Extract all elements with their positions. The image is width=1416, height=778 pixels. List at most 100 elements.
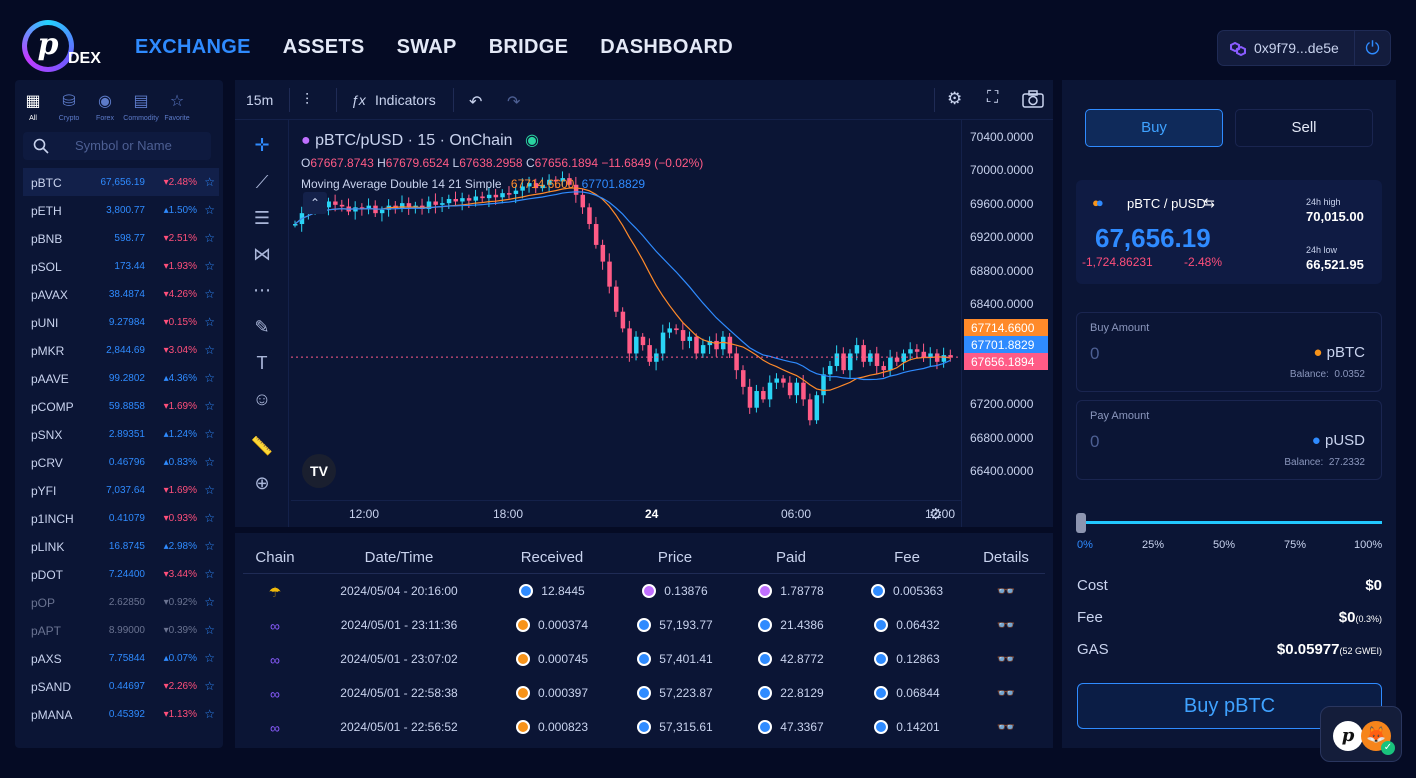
pair-row-pop[interactable]: pOP 2.62850 ▾0.92% ☆ (23, 588, 219, 616)
table-row[interactable]: ∞ 2024/05/01 - 22:58:38 0.000397 57,223.87 2… (235, 676, 1053, 710)
pair-row-pbnb[interactable]: pBNB 598.77 ▾2.51% ☆ (23, 224, 219, 252)
pair-row-pcrv[interactable]: pCRV 0.46796 ▴0.83% ☆ (23, 448, 219, 476)
sell-tab[interactable]: Sell (1235, 109, 1373, 147)
favorite-star-icon[interactable]: ☆ (204, 707, 215, 721)
favorite-star-icon[interactable]: ☆ (204, 455, 215, 469)
forecast-icon[interactable]: ⋯ (253, 280, 271, 300)
favorite-star-icon[interactable]: ☆ (204, 399, 215, 413)
undo-icon[interactable]: ↶ (469, 94, 483, 111)
category-all[interactable]: ▦ All (15, 92, 51, 128)
power-icon[interactable]: ⏻ (1354, 31, 1390, 65)
pair-row-paxs[interactable]: pAXS 7.75844 ▴0.07% ☆ (23, 644, 219, 672)
table-row[interactable]: ∞ 2024/05/01 - 23:11:36 0.000374 57,193.77 2… (235, 608, 1053, 642)
favorite-star-icon[interactable]: ☆ (204, 203, 215, 217)
emoji-icon[interactable]: ☺ (252, 389, 272, 409)
pattern-icon[interactable]: ⋈ (253, 244, 271, 264)
pair-row-p1inch[interactable]: p1INCH 0.41079 ▾0.93% ☆ (23, 504, 219, 532)
favorite-star-icon[interactable]: ☆ (204, 483, 215, 497)
nav-swap[interactable]: SWAP (396, 36, 457, 58)
slider-mark-25[interactable]: 25% (1142, 539, 1165, 551)
pair-row-psol[interactable]: pSOL 173.44 ▾1.93% ☆ (23, 252, 219, 280)
collapse-legend-icon[interactable]: ⌃ (303, 192, 327, 214)
camera-icon[interactable] (1022, 90, 1044, 108)
slider-mark-75[interactable]: 75% (1284, 539, 1307, 551)
nav-exchange[interactable]: EXCHANGE (135, 36, 251, 58)
text-tool-icon[interactable]: T (256, 353, 268, 373)
favorite-star-icon[interactable]: ☆ (204, 511, 215, 525)
pair-row-puni[interactable]: pUNI 9.27984 ▾0.15% ☆ (23, 308, 219, 336)
category-favorite[interactable]: ☆ Favorite (159, 92, 195, 128)
category-forex[interactable]: ◉ Forex (87, 92, 123, 128)
pair-row-pbtc[interactable]: pBTC 67,656.19 ▾2.48% ☆ (23, 168, 219, 196)
favorite-star-icon[interactable]: ☆ (204, 371, 215, 385)
details-binoculars-icon[interactable]: 👓 (996, 719, 1016, 736)
buy-amount-box[interactable]: Buy Amount 0 ● pBTC Balance: 0.0352 (1076, 312, 1382, 392)
pair-row-papt[interactable]: pAPT 8.99000 ▾0.39% ☆ (23, 616, 219, 644)
table-row[interactable]: ∞ 2024/05/01 - 23:07:02 0.000745 57,401.41 4… (235, 642, 1053, 676)
details-binoculars-icon[interactable]: 👓 (996, 651, 1016, 668)
crosshair-icon[interactable]: ✛ (254, 135, 270, 155)
settings-icon[interactable]: ⚙ (947, 89, 963, 108)
interval-select[interactable]: 15m (246, 92, 274, 108)
favorite-star-icon[interactable]: ☆ (204, 567, 215, 581)
fx-icon[interactable]: ƒx (351, 92, 366, 108)
favorite-star-icon[interactable]: ☆ (204, 539, 215, 553)
favorite-star-icon[interactable]: ☆ (204, 259, 215, 273)
pair-row-peth[interactable]: pETH 3,800.77 ▴1.50% ☆ (23, 196, 219, 224)
candlestick-plot[interactable] (291, 120, 961, 500)
pair-row-pcomp[interactable]: pCOMP 59.8858 ▾1.69% ☆ (23, 392, 219, 420)
favorite-star-icon[interactable]: ☆ (204, 231, 215, 245)
wallet-connect-widget[interactable]: p 🦊 ✓ (1320, 706, 1402, 762)
favorite-star-icon[interactable]: ☆ (204, 287, 215, 301)
tradingview-logo[interactable]: TV (302, 454, 336, 488)
pair-row-plink[interactable]: pLINK 16.8745 ▴2.98% ☆ (23, 532, 219, 560)
favorite-star-icon[interactable]: ☆ (204, 595, 215, 609)
nav-dashboard[interactable]: DASHBOARD (600, 36, 733, 58)
favorite-star-icon[interactable]: ☆ (204, 315, 215, 329)
pair-row-psnx[interactable]: pSNX 2.89351 ▴1.24% ☆ (23, 420, 219, 448)
nav-bridge[interactable]: BRIDGE (488, 36, 569, 58)
pair-row-paave[interactable]: pAAVE 99.2802 ▴4.36% ☆ (23, 364, 219, 392)
pair-row-pmana[interactable]: pMANA 0.45392 ▾1.13% ☆ (23, 700, 219, 728)
pay-amount-input[interactable]: 0 (1090, 432, 1100, 451)
pair-row-pmkr[interactable]: pMKR 2,844.69 ▾3.04% ☆ (23, 336, 219, 364)
pair-row-pyfi[interactable]: pYFI 7,037.64 ▾1.69% ☆ (23, 476, 219, 504)
candles-icon[interactable]: ⫶ (305, 92, 310, 109)
category-commodity[interactable]: ▤ Commodity (123, 93, 159, 122)
favorite-star-icon[interactable]: ☆ (204, 175, 215, 189)
favorite-star-icon[interactable]: ☆ (204, 679, 215, 693)
buy-amount-input[interactable]: 0 (1090, 344, 1100, 363)
amount-slider-track[interactable] (1080, 521, 1382, 524)
axis-settings-icon[interactable]: ⚙ (929, 506, 943, 523)
pair-row-pavax[interactable]: pAVAX 38.4874 ▾4.26% ☆ (23, 280, 219, 308)
favorite-star-icon[interactable]: ☆ (204, 427, 215, 441)
trendline-icon[interactable]: ⟋ (255, 172, 269, 192)
redo-icon[interactable]: ↷ (507, 94, 521, 111)
details-binoculars-icon[interactable]: 👓 (996, 583, 1016, 600)
logo[interactable]: p DEX (22, 20, 102, 74)
pair-row-pdot[interactable]: pDOT 7.24400 ▾3.44% ☆ (23, 560, 219, 588)
fib-icon[interactable]: ☰ (253, 208, 271, 228)
slider-mark-0[interactable]: 0% (1077, 539, 1093, 551)
slider-mark-100[interactable]: 100% (1354, 539, 1383, 551)
zoom-in-icon[interactable]: ⊕ (254, 473, 270, 493)
slider-mark-50[interactable]: 50% (1213, 539, 1236, 551)
category-crypto[interactable]: ⛁ Crypto (51, 92, 87, 128)
nav-assets[interactable]: ASSETS (282, 36, 365, 58)
brush-icon[interactable]: ✎ (254, 317, 270, 337)
details-binoculars-icon[interactable]: 👓 (996, 685, 1016, 702)
pay-amount-box[interactable]: Pay Amount 0 ● pUSD Balance: 27.2332 (1076, 400, 1382, 480)
favorite-star-icon[interactable]: ☆ (204, 343, 215, 357)
indicators-button[interactable]: Indicators (375, 92, 436, 108)
ruler-icon[interactable]: 📏 (250, 436, 274, 456)
details-binoculars-icon[interactable]: 👓 (996, 617, 1016, 634)
search-input[interactable] (75, 138, 205, 153)
pair-row-psand[interactable]: pSAND 0.44697 ▾2.26% ☆ (23, 672, 219, 700)
wallet-button[interactable]: 0x9f79...de5e ⏻ (1217, 30, 1391, 66)
fullscreen-icon[interactable]: ⛶ (987, 89, 999, 106)
favorite-star-icon[interactable]: ☆ (204, 651, 215, 665)
buy-tab[interactable]: Buy (1085, 109, 1223, 147)
table-row[interactable]: ☂ 2024/05/04 - 20:16:00 12.8445 0.13876 1.78… (235, 574, 1053, 608)
table-row[interactable]: ∞ 2024/05/01 - 22:56:52 0.000823 57,315.61 4… (235, 710, 1053, 744)
switch-pair-icon[interactable]: ⇆ (1204, 195, 1215, 210)
